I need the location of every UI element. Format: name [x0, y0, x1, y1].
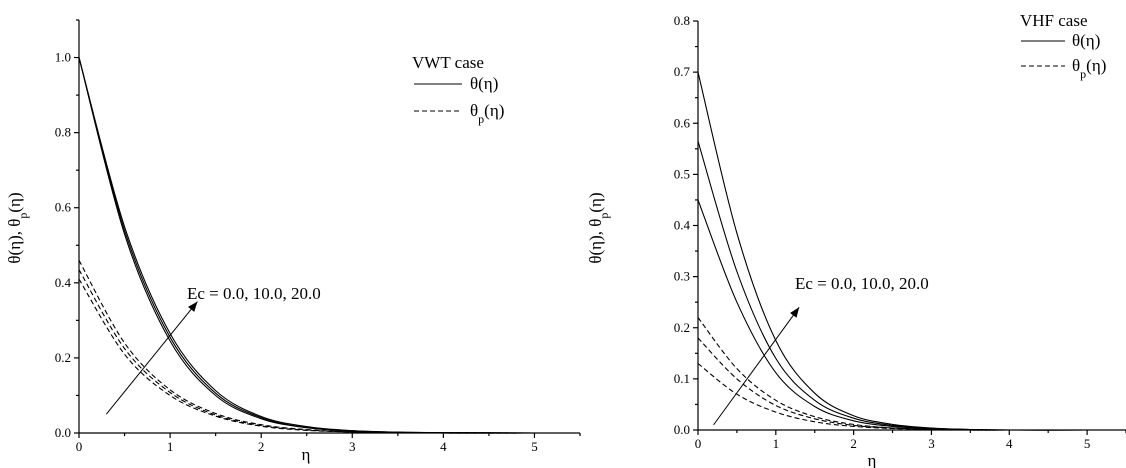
legend-label: θ(η)	[1072, 31, 1100, 50]
ec-arrow-shaft	[713, 307, 800, 426]
y-tick-label: 0.2	[674, 320, 690, 335]
theta-curve-1	[697, 199, 1088, 431]
theta-p-curve-6	[697, 317, 1088, 431]
y-tick-label: 0.6	[55, 200, 72, 215]
y-tick-label: 0.1	[674, 371, 690, 386]
x-tick-label: 3	[928, 436, 935, 451]
y-tick-label: 0.4	[55, 275, 72, 290]
theta-p-curve-5	[78, 269, 535, 434]
y-tick-label: 0.0	[674, 422, 690, 437]
ec-arrow-shaft	[105, 301, 198, 415]
legend-label: θp(η)	[470, 101, 504, 126]
x-tick-label: 4	[1006, 436, 1013, 451]
legend-label: θp(η)	[1072, 56, 1106, 81]
theta-p-curve-4	[697, 363, 1088, 431]
theta-p-curve-5	[697, 337, 1088, 431]
x-tick-label: 1	[773, 436, 780, 451]
legend-label: θ(η)	[470, 74, 498, 93]
x-tick-label: 2	[258, 439, 265, 454]
theta-curve-1	[78, 57, 535, 434]
x-tick-label: 4	[440, 439, 447, 454]
chart-panel-2: 0 1 2 3 4 5 0.0 0.1 0.2 0.3 0.4 0.5 0.6 0.7 0.8 η θ(η), …	[586, 11, 1126, 468]
x-tick-label: 5	[531, 439, 538, 454]
y-tick-label: 0.6	[674, 115, 691, 130]
ec-annotation: Ec = 0.0, 10.0, 20.0	[187, 284, 321, 303]
legend-title: VWT case	[412, 53, 484, 72]
y-axis-label: θ(η), θp(η)	[586, 192, 611, 263]
theta-curve-3	[78, 57, 535, 434]
theta-curve-2	[78, 57, 535, 434]
legend-title: VHF case	[1020, 11, 1088, 30]
x-tick-label: 0	[76, 439, 83, 454]
ec-annotation: Ec = 0.0, 10.0, 20.0	[795, 274, 929, 293]
ec-arrow-head	[790, 307, 800, 318]
chart-panel-1: 0 1 2 3 4 5 0.0 0.2 0.4 0.6 0.8 1.0 η θ(η), θp(η) Ec =…	[5, 19, 581, 464]
x-tick-label: 5	[1084, 436, 1091, 451]
x-tick-label: 2	[850, 436, 857, 451]
y-tick-label: 0.2	[55, 350, 71, 365]
y-tick-label: 0.5	[674, 166, 690, 181]
x-tick-label: 0	[695, 436, 702, 451]
y-tick-label: 0.8	[674, 13, 690, 28]
y-tick-label: 0.4	[674, 218, 691, 233]
x-tick-label: 3	[349, 439, 356, 454]
x-axis-label: η	[302, 445, 311, 464]
y-tick-label: 1.0	[55, 50, 71, 65]
x-tick-label: 1	[167, 439, 174, 454]
y-axis-label: θ(η), θp(η)	[5, 192, 30, 263]
x-axis-label: η	[868, 451, 877, 468]
y-tick-label: 0.0	[55, 425, 71, 440]
y-tick-label: 0.7	[674, 64, 691, 79]
y-tick-label: 0.8	[55, 125, 71, 140]
ec-arrow-head	[188, 301, 198, 312]
theta-curve-3	[697, 71, 1088, 431]
y-tick-label: 0.3	[674, 269, 690, 284]
